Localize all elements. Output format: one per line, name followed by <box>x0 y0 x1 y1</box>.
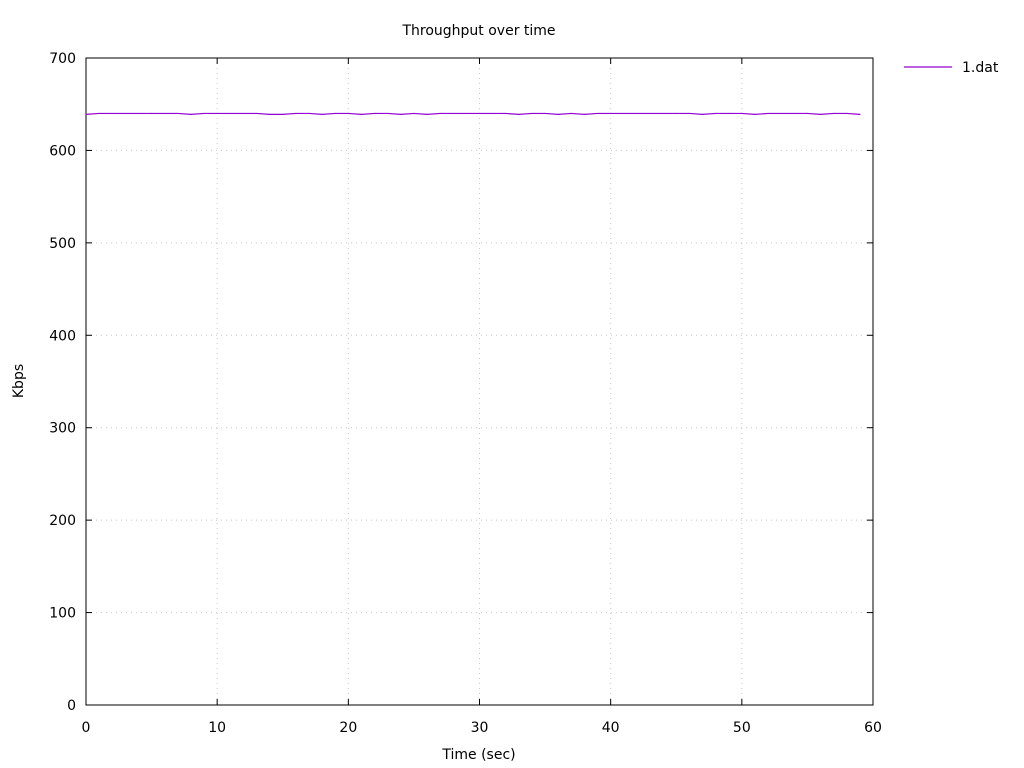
data-point <box>242 112 244 115</box>
data-point <box>531 112 533 115</box>
data-point <box>308 112 310 115</box>
data-point <box>255 112 258 115</box>
y-tick-label: 700 <box>49 51 76 67</box>
data-point <box>623 112 625 115</box>
x-tick-label: 20 <box>339 720 357 736</box>
data-point <box>124 112 126 115</box>
data-point <box>767 112 769 115</box>
x-tick-label: 30 <box>471 720 489 736</box>
data-point <box>111 112 113 115</box>
y-tick-label: 600 <box>49 143 76 159</box>
data-point <box>85 113 87 115</box>
series-layer <box>85 112 861 115</box>
y-tick-label: 400 <box>49 328 76 344</box>
data-point <box>741 112 743 115</box>
data-point <box>465 112 467 115</box>
data-point <box>715 112 717 115</box>
data-point <box>570 112 572 115</box>
data-point <box>413 112 415 115</box>
plot-frame <box>85 57 874 706</box>
x-axis-label: Time (sec) <box>441 747 515 763</box>
data-point <box>728 112 730 115</box>
data-point <box>557 113 559 115</box>
data-point <box>452 112 454 115</box>
data-point <box>373 112 376 115</box>
data-point <box>583 113 586 115</box>
y-tick-label: 300 <box>49 421 76 437</box>
data-point <box>780 112 782 115</box>
data-point <box>688 112 690 115</box>
data-point <box>164 112 166 115</box>
data-point <box>387 112 389 115</box>
x-tick-label: 10 <box>208 720 226 736</box>
data-point <box>137 112 140 115</box>
data-point <box>203 112 205 115</box>
data-point <box>492 112 494 115</box>
data-point <box>177 112 179 115</box>
data-point <box>649 112 651 115</box>
data-point <box>439 112 441 115</box>
data-point <box>426 113 428 115</box>
y-tick-label: 500 <box>49 236 76 252</box>
data-point <box>295 112 297 115</box>
data-point <box>269 113 271 115</box>
data-point <box>360 113 363 115</box>
legend: 1.dat <box>904 60 999 76</box>
data-point <box>518 113 520 115</box>
y-tick-label: 0 <box>67 698 76 714</box>
data-point <box>544 112 546 115</box>
data-point <box>833 112 835 115</box>
grid-lines <box>86 58 873 705</box>
data-point <box>806 112 809 115</box>
legend-label-1-dat: 1.dat <box>962 60 999 76</box>
data-point <box>229 112 231 115</box>
data-point <box>98 112 100 115</box>
x-tick-label: 0 <box>82 720 91 736</box>
data-point <box>190 113 192 115</box>
series-line-1-dat <box>85 112 860 115</box>
data-point <box>334 112 336 115</box>
data-point <box>347 112 349 115</box>
data-point <box>596 112 599 115</box>
y-axis-label: Kbps <box>11 364 27 398</box>
y-tick-label: 100 <box>49 606 76 622</box>
data-point <box>400 113 402 115</box>
data-point <box>793 112 795 115</box>
data-point <box>282 113 284 115</box>
data-point <box>636 112 638 115</box>
data-point <box>216 112 218 115</box>
data-point <box>505 112 507 115</box>
y-tick-label: 200 <box>49 513 76 529</box>
data-point <box>610 112 612 115</box>
x-tick-label: 60 <box>864 720 882 736</box>
data-point <box>859 113 861 115</box>
data-point <box>150 112 153 115</box>
x-tick-label: 40 <box>602 720 620 736</box>
data-point <box>701 113 704 115</box>
data-point <box>321 113 323 115</box>
x-tick-label: 50 <box>733 720 751 736</box>
data-point <box>754 113 756 115</box>
data-point <box>846 112 848 115</box>
data-point <box>819 113 822 115</box>
chart-title: Throughput over time <box>401 23 555 39</box>
data-point <box>478 112 481 115</box>
data-point <box>662 112 664 115</box>
data-point <box>675 112 677 115</box>
